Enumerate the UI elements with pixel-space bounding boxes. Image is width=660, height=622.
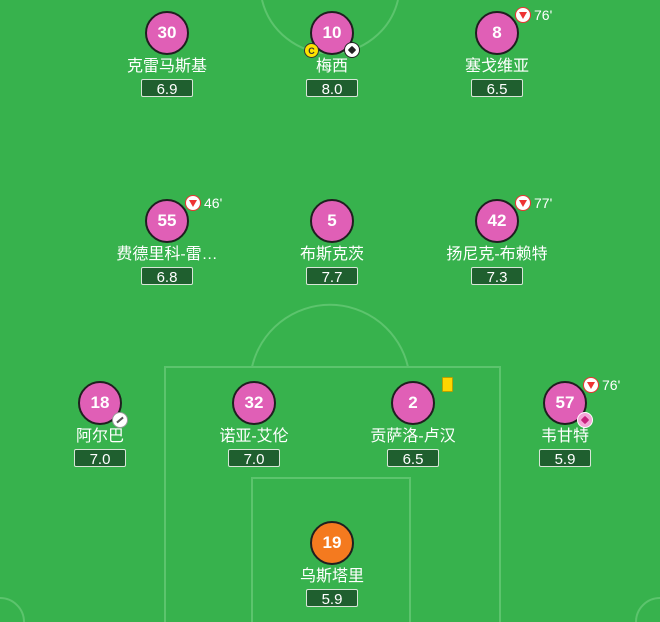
player-card-42[interactable]: 42 77' 扬尼克-布赖特 7.3	[432, 195, 562, 287]
player-card-5[interactable]: 5 布斯克茨 7.7	[267, 199, 397, 287]
player-rating: 8.0	[306, 79, 358, 98]
player-name: 扬尼克-布赖特	[446, 246, 548, 263]
player-number-badge: 42 77'	[475, 195, 552, 243]
sub-out-icon	[515, 7, 531, 23]
substitution-indicator: 77'	[515, 195, 552, 211]
sub-out-icon	[185, 195, 201, 211]
player-rating: 6.9	[141, 79, 193, 98]
substitution-indicator: 46'	[185, 195, 222, 211]
substitution-indicator: 76'	[515, 7, 552, 23]
player-name: 乌斯塔里	[299, 568, 364, 585]
sub-minute: 46'	[204, 195, 223, 211]
corner-arc-left	[0, 597, 25, 622]
player-number-badge: 8 76'	[475, 7, 552, 55]
sub-minute: 76'	[534, 7, 553, 23]
player-rating: 6.8	[141, 267, 193, 286]
player-rating: 6.5	[471, 79, 523, 98]
yellow-card-icon	[442, 377, 453, 392]
player-rating: 5.9	[306, 589, 358, 608]
player-card-30[interactable]: 30 克雷马斯基 6.9	[102, 11, 232, 99]
player-name: 塞戈维亚	[464, 58, 529, 75]
player-card-18[interactable]: 18 阿尔巴 7.0	[35, 381, 165, 469]
player-name: 费德里科-雷…	[116, 246, 218, 263]
player-number-badge: 30	[145, 11, 189, 55]
penalty-box	[164, 366, 501, 622]
assist-icon	[112, 412, 128, 428]
player-name: 诺亚-艾伦	[219, 428, 289, 445]
player-card-32[interactable]: 32 诺亚-艾伦 7.0	[189, 381, 319, 469]
substitution-indicator: 76'	[583, 377, 620, 393]
player-number-badge: 10 C	[304, 11, 360, 58]
player-rating: 7.0	[74, 449, 126, 468]
player-number-badge: 55 46'	[145, 195, 222, 243]
player-name: 克雷马斯基	[126, 58, 207, 75]
player-rating: 7.0	[228, 449, 280, 468]
player-name: 贡萨洛-卢汉	[370, 428, 456, 445]
player-rating: 7.3	[471, 267, 523, 286]
player-card-55[interactable]: 55 46' 费德里科-雷… 6.8	[102, 195, 232, 287]
sub-out-icon	[515, 195, 531, 211]
corner-arc-right	[635, 597, 660, 622]
player-number-badge: 57 76'	[543, 377, 620, 428]
player-number-badge: 2	[391, 377, 453, 425]
captain-icon: C	[304, 43, 319, 58]
player-card-10[interactable]: 10 C 梅西 8.0	[267, 11, 397, 99]
player-card-2[interactable]: 2 贡萨洛-卢汉 6.5	[348, 377, 478, 469]
player-number-badge: 19	[310, 521, 354, 565]
sub-minute: 77'	[534, 195, 553, 211]
sub-minute: 76'	[602, 377, 621, 393]
player-number-badge: 32	[232, 381, 276, 425]
player-card-57[interactable]: 57 76' 韦甘特 5.9	[500, 377, 630, 469]
player-rating: 7.7	[306, 267, 358, 286]
player-card-8[interactable]: 8 76' 塞戈维亚 6.5	[432, 7, 562, 99]
goal-icon	[344, 42, 360, 58]
player-name: 韦甘特	[540, 428, 589, 445]
sub-out-icon	[583, 377, 599, 393]
own-goal-icon	[577, 412, 593, 428]
player-number-badge: 5	[310, 199, 354, 243]
player-name: 梅西	[315, 58, 348, 75]
player-rating: 5.9	[539, 449, 591, 468]
penalty-arc	[251, 303, 409, 368]
goal-box	[251, 477, 411, 622]
player-name: 布斯克茨	[299, 246, 364, 263]
player-name: 阿尔巴	[75, 428, 124, 445]
player-rating: 6.5	[387, 449, 439, 468]
player-number-badge: 18	[78, 381, 128, 428]
player-card-19[interactable]: 19 乌斯塔里 5.9	[267, 521, 397, 609]
